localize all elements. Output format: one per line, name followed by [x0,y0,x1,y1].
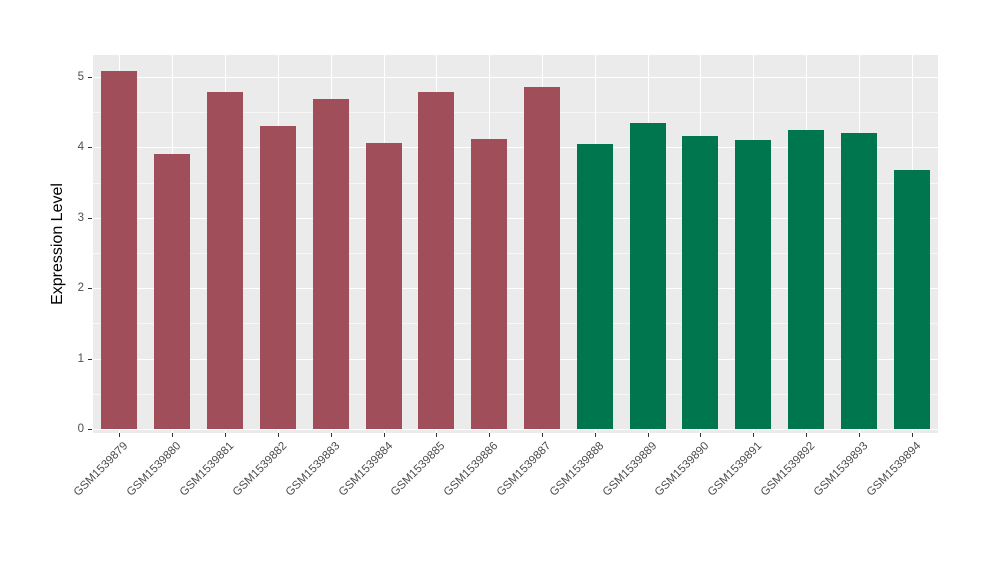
gridline-major [93,147,938,149]
bar-GSM1539885 [418,91,455,429]
x-tick-label-text: GSM1539881 [177,440,237,499]
x-tick-mark [383,433,385,437]
gridline-minor [93,182,938,184]
x-tick-mark [436,433,438,437]
x-tick-label-text: GSM1539894 [864,440,924,499]
x-tick-mark [753,433,755,437]
x-tick-mark [594,433,596,437]
x-tick-label-text: GSM1539885 [389,440,448,499]
gridline-major [93,358,938,360]
gridline-major [93,429,938,430]
x-tick-mark [330,433,332,437]
plot-panel [93,55,938,433]
x-tick-label-text: GSM1539884 [336,440,395,499]
bar-GSM1539883 [312,99,349,429]
x-tick-mark [225,433,226,437]
gridline-minor [93,112,938,114]
y-tick-label: 5 [77,70,84,83]
x-tick-mark [172,433,174,437]
bar-GSM1539879 [101,71,138,429]
gridline-major [93,288,938,290]
gridline-minor [93,393,938,395]
x-tick-label-text: GSM1539891 [706,440,765,499]
x-tick-mark [647,433,649,437]
bar-GSM1539890 [682,136,719,429]
y-tick-mark [88,288,92,290]
bar-GSM1539886 [471,138,508,429]
bar-GSM1539880 [154,154,191,429]
x-tick-mark [119,433,121,437]
y-tick-label: 2 [77,282,84,295]
x-tick-label-text: GSM1539890 [653,440,712,499]
bar-GSM1539882 [259,126,296,429]
bar-GSM1539892 [788,130,824,429]
x-tick-label-text: GSM1539886 [441,440,501,499]
gridline-minor [93,252,938,254]
x-tick-mark [700,433,702,437]
x-tick-label-text: GSM1539882 [230,440,290,499]
x-tick-label-text: GSM1539888 [547,440,607,499]
y-tick-label: 4 [77,141,84,154]
x-tick-mark [806,433,807,437]
x-tick-mark [489,433,491,437]
gridline-major [93,76,938,78]
gridline-major [93,217,938,219]
x-tick-mark [541,433,543,437]
x-tick-label-text: GSM1539879 [72,440,131,499]
bar-GSM1539889 [629,123,666,429]
y-tick-label: 0 [77,423,84,435]
bar-GSM1539884 [365,143,402,429]
gridline-minor [93,323,938,325]
y-tick-label: 3 [77,211,84,224]
x-tick-mark [858,433,860,437]
x-tick-label-text: GSM1539880 [125,440,184,499]
x-tick-label-text: GSM1539889 [600,440,659,499]
x-tick-mark [277,433,279,437]
bar-GSM1539888 [576,143,613,429]
bar-GSM1539881 [207,92,243,429]
y-tick-mark [88,76,92,78]
bar-GSM1539891 [735,140,772,429]
y-tick-mark [88,217,92,219]
y-tick-mark [88,429,92,430]
x-tick-label-text: GSM1539887 [494,440,554,499]
x-tick-label-text: GSM1539883 [283,440,343,499]
bar-GSM1539894 [893,169,930,429]
x-tick-label-text: GSM1539893 [811,440,871,499]
x-tick-label-text: GSM1539892 [758,440,818,499]
bar-GSM1539887 [523,87,560,429]
y-tick-label: 1 [77,352,84,365]
y-tick-mark [88,358,92,360]
x-tick-mark [911,433,913,437]
y-tick-mark [88,147,92,149]
bar-GSM1539893 [840,133,877,429]
